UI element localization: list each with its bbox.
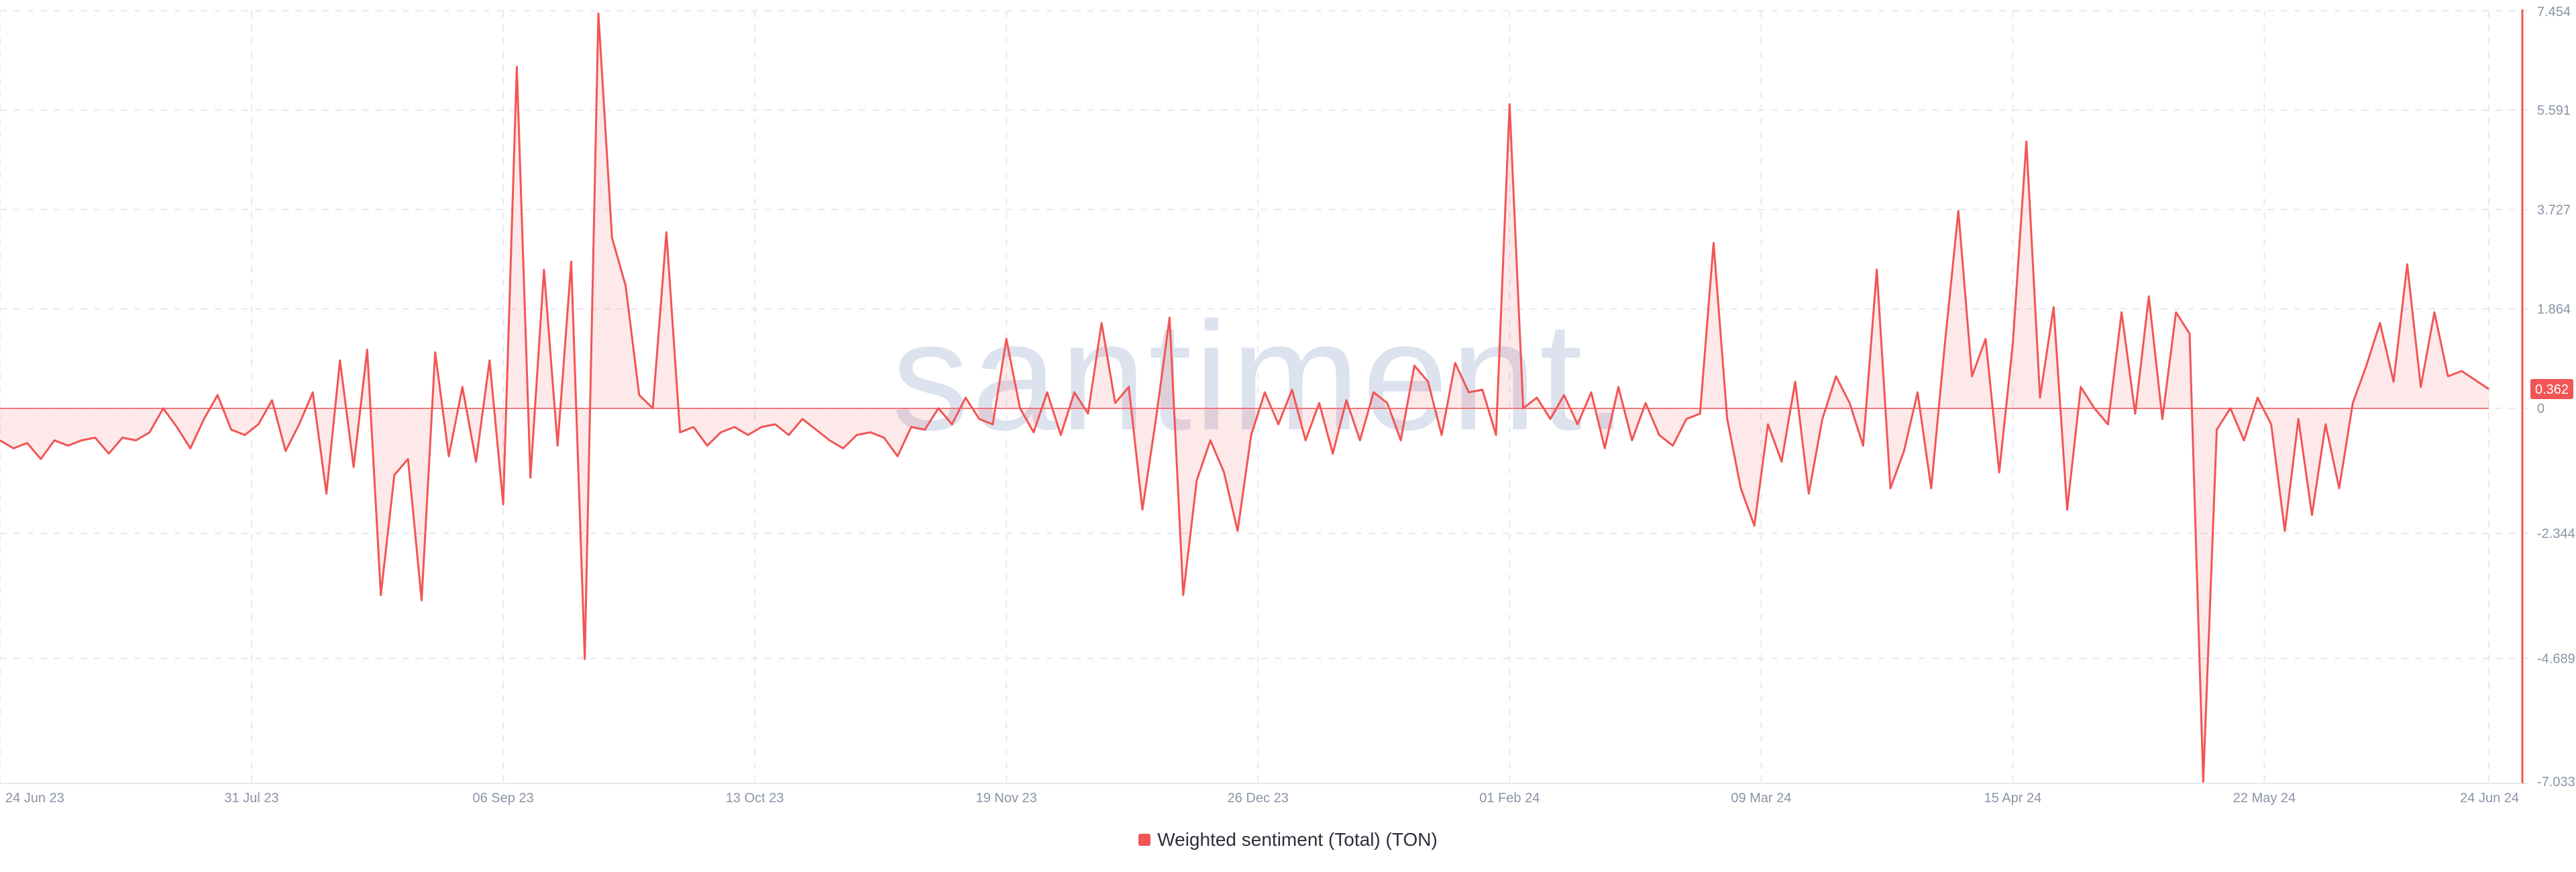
x-tick-label: 24 Jun 23 xyxy=(5,791,64,806)
x-tick-label: 01 Feb 24 xyxy=(1479,791,1540,806)
last-value-label: 0.362 xyxy=(2535,382,2569,397)
x-tick-label: 13 Oct 23 xyxy=(726,791,784,806)
x-tick-label: 24 Jun 24 xyxy=(2460,791,2519,806)
x-tick-label: 26 Dec 23 xyxy=(1228,791,1289,806)
axes xyxy=(0,9,2524,784)
y-tick-label: 0 xyxy=(2537,402,2544,417)
x-tick-labels: 24 Jun 23 31 Jul 23 06 Sep 23 13 Oct 23 19 N… xyxy=(5,791,2519,806)
last-value-badge-bg xyxy=(2530,378,2573,399)
x-tick-label: 31 Jul 23 xyxy=(224,791,278,806)
x-tick-label: 15 Apr 24 xyxy=(1984,791,2042,806)
y-tick-label: 5.591 xyxy=(2537,103,2571,118)
y-tick-label: -7.033 xyxy=(2537,775,2575,789)
x-tick-label: 19 Nov 23 xyxy=(976,791,1037,806)
x-tick-label: 06 Sep 23 xyxy=(473,791,534,806)
legend[interactable]: Weighted sentiment (Total) (TON) xyxy=(0,829,2576,851)
last-value-badge: 0.362 xyxy=(2530,378,2573,399)
series-area xyxy=(0,12,2489,783)
y-tick-label: -4.689 xyxy=(2537,652,2575,667)
x-tick-label: 22 May 24 xyxy=(2233,791,2296,806)
y-tick-label: 3.727 xyxy=(2537,203,2571,217)
y-tick-label: -2.344 xyxy=(2537,527,2575,541)
legend-swatch xyxy=(1138,833,1151,846)
legend-label: Weighted sentiment (Total) (TON) xyxy=(1157,829,1438,850)
series-line[interactable] xyxy=(0,12,2489,783)
x-tick-label: 09 Mar 24 xyxy=(1731,791,1791,806)
y-tick-labels: 7.454 5.591 3.727 1.864 0 -2.344 -4.689 -7.033 xyxy=(2537,5,2575,789)
y-tick-label: 7.454 xyxy=(2537,5,2571,19)
y-tick-label: 1.864 xyxy=(2537,303,2571,317)
